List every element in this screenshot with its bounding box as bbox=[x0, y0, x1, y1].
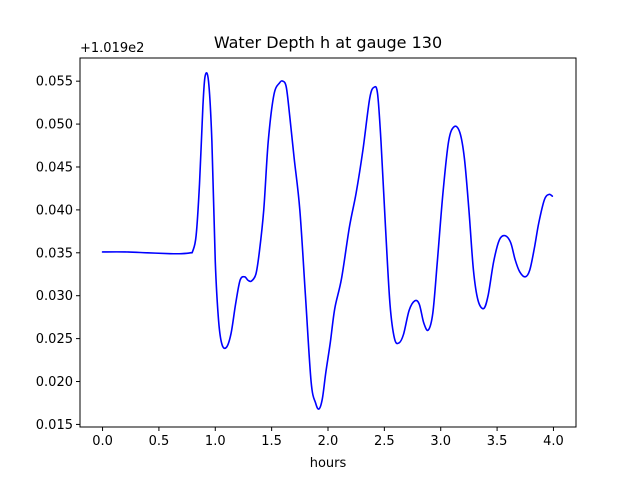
y-tick-label: 0.015 bbox=[36, 418, 73, 433]
x-tick-label: 1.0 bbox=[205, 434, 226, 449]
y-tick-label: 0.020 bbox=[36, 375, 73, 390]
chart-title: Water Depth h at gauge 130 bbox=[214, 33, 442, 52]
y-tick-label: 0.055 bbox=[36, 75, 73, 90]
x-axis-label: hours bbox=[310, 456, 347, 471]
x-axis-ticks: 0.0 0.5 1.0 1.5 2.0 2.5 3.0 3.5 4.0 bbox=[92, 427, 564, 449]
y-axis-ticks: 0.015 0.020 0.025 0.030 0.035 0.040 0.045 0.050… bbox=[36, 75, 80, 433]
x-tick-label: 1.5 bbox=[261, 434, 282, 449]
y-tick-label: 0.025 bbox=[36, 332, 73, 347]
y-tick-label: 0.040 bbox=[36, 203, 73, 218]
series-line bbox=[101, 72, 554, 410]
x-tick-label: 2.5 bbox=[374, 434, 395, 449]
x-tick-label: 2.0 bbox=[318, 434, 339, 449]
x-tick-label: 4.0 bbox=[543, 434, 564, 449]
x-tick-label: 0.5 bbox=[149, 434, 170, 449]
x-tick-label: 0.0 bbox=[92, 434, 113, 449]
y-tick-label: 0.050 bbox=[36, 118, 73, 133]
x-tick-label: 3.5 bbox=[487, 434, 508, 449]
plot-area bbox=[79, 57, 577, 428]
y-offset-text: +1.019e2 bbox=[80, 41, 144, 56]
axes-frame bbox=[79, 57, 577, 428]
x-tick-label: 3.0 bbox=[430, 434, 451, 449]
y-tick-label: 0.035 bbox=[36, 246, 73, 261]
y-tick-label: 0.045 bbox=[36, 160, 73, 175]
y-tick-label: 0.030 bbox=[36, 289, 73, 304]
